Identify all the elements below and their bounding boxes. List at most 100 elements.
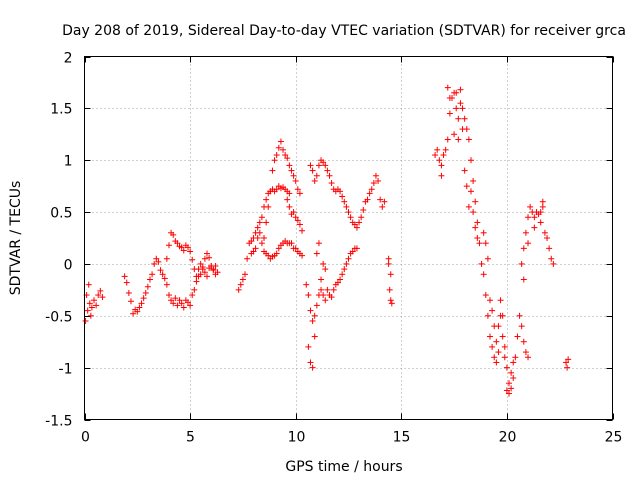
data-point [548, 255, 555, 262]
data-point [326, 172, 333, 179]
data-point [455, 115, 462, 122]
data-point [377, 196, 384, 203]
data-point [130, 310, 137, 317]
data-point [474, 219, 481, 226]
data-point [474, 235, 481, 241]
data-point [320, 260, 327, 267]
data-point [208, 263, 215, 270]
data-point [522, 229, 529, 236]
data-point [525, 240, 532, 247]
data-point [512, 354, 519, 361]
data-point [153, 255, 160, 262]
data-point [544, 235, 551, 241]
data-point [170, 231, 177, 238]
data-point [356, 219, 363, 226]
data-point [328, 180, 335, 187]
data-point [237, 281, 244, 288]
data-point [489, 343, 496, 350]
data-point [258, 214, 265, 221]
data-point [484, 255, 491, 262]
data-point [85, 281, 92, 288]
data-point [163, 255, 170, 262]
data-point [470, 177, 477, 184]
data-point [187, 248, 194, 255]
data-point [299, 252, 306, 259]
data-point [136, 304, 143, 311]
data-point [142, 289, 149, 296]
data-point [320, 292, 327, 299]
data-point [491, 323, 498, 330]
data-point [292, 177, 299, 184]
data-point [88, 304, 95, 311]
data-point [495, 349, 502, 356]
data-point [487, 297, 494, 304]
data-point [434, 146, 441, 153]
data-point [493, 338, 500, 345]
data-point [482, 240, 489, 247]
data-point [339, 193, 346, 200]
data-point [334, 279, 341, 286]
data-point [284, 155, 291, 162]
data-point [339, 271, 346, 278]
data-point [318, 286, 325, 293]
data-point [467, 157, 474, 164]
data-point [296, 221, 303, 228]
data-point [191, 286, 198, 293]
data-point [256, 229, 263, 236]
data-points [82, 84, 572, 397]
data-point [286, 162, 293, 169]
data-point [91, 297, 98, 304]
data-point [564, 364, 571, 371]
data-point [123, 279, 130, 286]
data-point [444, 136, 451, 143]
data-point [531, 224, 538, 231]
data-point [99, 294, 106, 301]
data-point [330, 286, 337, 293]
data-point [563, 359, 570, 366]
data-point [539, 203, 546, 210]
data-point [436, 157, 443, 164]
x-tick-label: 15 [393, 430, 411, 446]
data-point [514, 333, 521, 340]
data-point [345, 255, 352, 262]
data-point [206, 254, 213, 261]
data-point [324, 167, 331, 174]
data-point [343, 203, 350, 210]
data-point [320, 159, 327, 166]
data-point [516, 312, 523, 319]
data-point [324, 286, 331, 293]
data-point [358, 214, 365, 221]
data-point [311, 333, 318, 340]
data-point [347, 214, 354, 221]
y-axis-label: SDTVAR / TECUs [8, 181, 24, 296]
data-point [265, 252, 272, 259]
axis-ticks: 0 5 10 15 20 25 -1.5 -1 -0.5 0 0.5 1 1.5 2 [45, 51, 622, 446]
y-tick-label: -1 [59, 362, 73, 378]
data-point [467, 188, 474, 195]
data-point [322, 266, 329, 273]
data-point [155, 258, 162, 265]
data-point [385, 260, 392, 267]
data-point [235, 286, 242, 293]
data-point [463, 183, 470, 190]
data-point [525, 214, 532, 221]
data-point [480, 229, 487, 236]
data-point [273, 250, 280, 257]
data-point [322, 297, 329, 304]
data-point [459, 105, 466, 112]
data-point [366, 190, 373, 197]
data-point [550, 260, 557, 267]
data-point [86, 300, 93, 307]
data-point [313, 172, 320, 179]
data-point [353, 245, 360, 252]
data-point [522, 349, 529, 356]
y-tick-label: 2 [64, 51, 73, 67]
data-point [140, 295, 147, 302]
data-point [539, 198, 546, 205]
data-point [178, 300, 185, 307]
x-tick-label: 25 [605, 430, 623, 446]
data-point [178, 244, 185, 251]
data-point [282, 152, 289, 159]
data-point [472, 224, 479, 231]
data-point [510, 359, 517, 366]
